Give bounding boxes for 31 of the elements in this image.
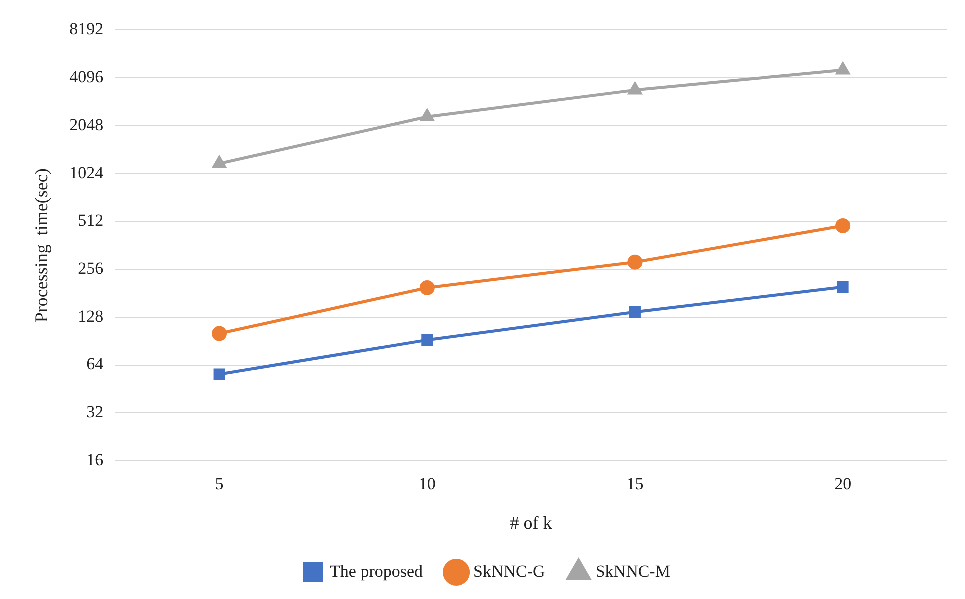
point [837, 282, 849, 294]
point [212, 156, 226, 168]
point [420, 280, 435, 296]
legend-label: The proposed [330, 562, 424, 581]
x-axis-title: # of k [510, 512, 552, 533]
point [420, 110, 434, 122]
point [212, 326, 228, 342]
point [214, 368, 226, 380]
y-tick-label: 16 [86, 450, 104, 470]
y-tick-label: 4096 [70, 68, 104, 87]
x-tick-label: 10 [418, 474, 436, 494]
legend-label: SkNNC-G [474, 562, 546, 581]
y-tick-label: 512 [78, 211, 104, 230]
point [629, 306, 641, 318]
x-tick-label: 20 [834, 474, 852, 494]
point [422, 334, 434, 346]
y-axis-title: Processing time(sec) [32, 168, 52, 323]
point [628, 82, 642, 95]
point [628, 254, 643, 270]
x-tick-label: 5 [215, 474, 224, 494]
x-tick-label: 15 [626, 474, 644, 494]
point [836, 218, 851, 234]
y-tick-label: 8192 [70, 20, 104, 39]
legend-label: SkNNC-M [596, 562, 670, 581]
y-tick-label: 2048 [70, 115, 104, 134]
y-tick-label: 32 [86, 402, 104, 422]
y-tick-label: 64 [86, 354, 104, 374]
y-tick-label: 256 [78, 259, 104, 278]
y-tick-label: 128 [78, 306, 104, 326]
point [836, 62, 850, 75]
y-tick-label: 1024 [70, 163, 104, 182]
